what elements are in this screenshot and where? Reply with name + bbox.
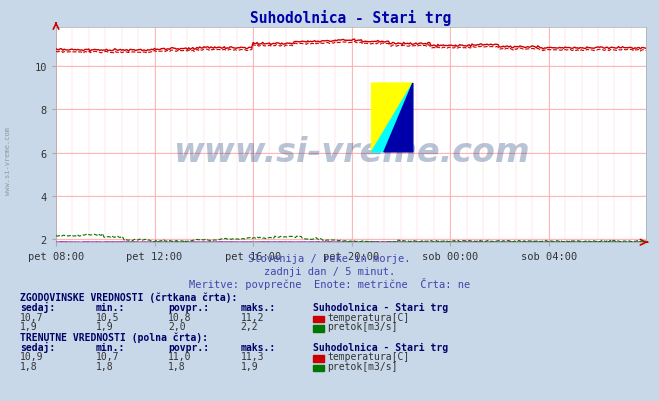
Text: povpr.:: povpr.: [168, 342, 209, 352]
Text: zadnji dan / 5 minut.: zadnji dan / 5 minut. [264, 266, 395, 276]
Text: 10,8: 10,8 [168, 312, 192, 322]
Polygon shape [372, 84, 413, 152]
Text: 1,9: 1,9 [20, 322, 38, 332]
Text: min.:: min.: [96, 342, 125, 352]
Text: Meritve: povprečne  Enote: metrične  Črta: ne: Meritve: povprečne Enote: metrične Črta:… [189, 277, 470, 289]
Text: sedaj:: sedaj: [20, 341, 55, 352]
Text: pretok[m3/s]: pretok[m3/s] [328, 361, 398, 371]
Text: 11,0: 11,0 [168, 351, 192, 361]
Text: 11,2: 11,2 [241, 312, 264, 322]
Text: Slovenija / reke in morje.: Slovenija / reke in morje. [248, 253, 411, 263]
Text: maks.:: maks.: [241, 342, 275, 352]
Text: 2,0: 2,0 [168, 322, 186, 332]
Text: 1,8: 1,8 [96, 361, 113, 371]
Text: temperatura[C]: temperatura[C] [328, 351, 410, 361]
Title: Suhodolnica - Stari trg: Suhodolnica - Stari trg [250, 10, 451, 26]
Text: povpr.:: povpr.: [168, 302, 209, 312]
Text: 10,7: 10,7 [20, 312, 43, 322]
Text: 10,9: 10,9 [20, 351, 43, 361]
Text: 2,2: 2,2 [241, 322, 258, 332]
Text: 11,3: 11,3 [241, 351, 264, 361]
Text: temperatura[C]: temperatura[C] [328, 312, 410, 322]
Text: 10,5: 10,5 [96, 312, 119, 322]
Text: 1,9: 1,9 [96, 322, 113, 332]
Text: 1,8: 1,8 [168, 361, 186, 371]
Text: TRENUTNE VREDNOSTI (polna črta):: TRENUTNE VREDNOSTI (polna črta): [20, 332, 208, 342]
Text: 10,7: 10,7 [96, 351, 119, 361]
Text: ZGODOVINSKE VREDNOSTI (črtkana črta):: ZGODOVINSKE VREDNOSTI (črtkana črta): [20, 292, 237, 303]
Text: www.si-vreme.com: www.si-vreme.com [5, 126, 11, 194]
Text: Suhodolnica - Stari trg: Suhodolnica - Stari trg [313, 342, 448, 352]
Text: maks.:: maks.: [241, 302, 275, 312]
Text: pretok[m3/s]: pretok[m3/s] [328, 322, 398, 332]
Text: 1,9: 1,9 [241, 361, 258, 371]
Text: 1,8: 1,8 [20, 361, 38, 371]
Polygon shape [372, 84, 413, 152]
Text: sedaj:: sedaj: [20, 302, 55, 312]
Text: min.:: min.: [96, 302, 125, 312]
Polygon shape [384, 84, 413, 152]
Text: Suhodolnica - Stari trg: Suhodolnica - Stari trg [313, 302, 448, 312]
Text: www.si-vreme.com: www.si-vreme.com [173, 136, 529, 169]
